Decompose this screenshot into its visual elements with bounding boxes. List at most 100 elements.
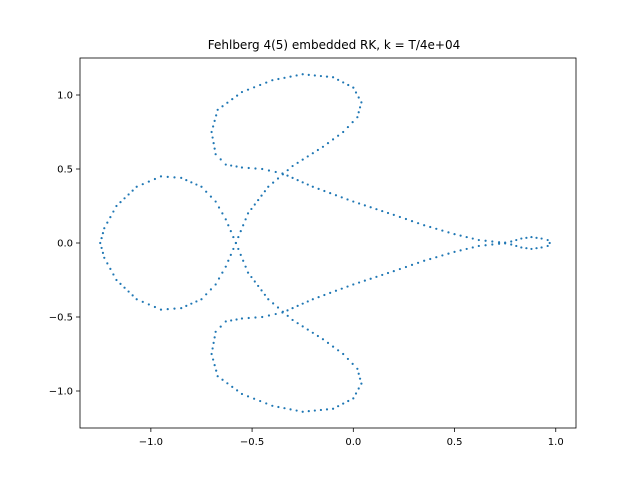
data-point	[471, 246, 474, 249]
data-point	[301, 410, 304, 413]
data-point	[153, 305, 157, 309]
data-point	[447, 252, 450, 255]
data-point	[103, 227, 106, 230]
data-point	[101, 251, 105, 254]
data-point	[286, 169, 289, 172]
data-point	[540, 237, 543, 240]
data-point	[306, 328, 309, 331]
data-point	[346, 125, 350, 129]
data-point	[337, 405, 340, 408]
data-point	[247, 166, 250, 170]
data-point	[135, 298, 138, 301]
data-point	[173, 307, 176, 310]
data-point	[326, 341, 330, 344]
data-point	[267, 169, 271, 172]
data-point	[213, 336, 216, 339]
data-point	[307, 73, 310, 76]
data-point	[357, 111, 360, 114]
data-point	[296, 161, 299, 164]
data-point	[253, 86, 256, 89]
data-point	[548, 241, 551, 245]
data-point	[301, 181, 304, 184]
data-point	[306, 300, 309, 303]
data-point	[296, 322, 299, 325]
data-point	[185, 179, 188, 182]
data-point	[510, 243, 513, 246]
data-point	[316, 148, 319, 152]
data-point	[546, 244, 549, 248]
data-point	[250, 275, 253, 279]
data-point	[525, 247, 528, 250]
data-point	[236, 94, 239, 97]
data-point	[153, 177, 157, 181]
data-point	[301, 73, 304, 76]
data-point	[147, 303, 150, 306]
data-point	[226, 101, 229, 104]
data-point	[231, 385, 234, 388]
data-point	[289, 408, 292, 411]
chart-title: Fehlberg 4(5) embedded RK, k = T/4e+04	[208, 38, 460, 52]
data-point	[205, 190, 208, 193]
x-tick-label: 0.5	[447, 437, 463, 448]
data-point	[342, 402, 345, 405]
data-point	[216, 108, 219, 111]
data-point	[281, 172, 284, 175]
data-point	[381, 273, 384, 277]
data-point	[386, 271, 390, 275]
data-point	[283, 407, 286, 410]
data-point	[211, 347, 214, 350]
data-point	[351, 121, 354, 124]
data-point	[227, 224, 230, 227]
data-point	[416, 222, 420, 225]
data-point	[195, 300, 198, 303]
data-point	[265, 402, 268, 405]
data-point	[242, 224, 245, 227]
data-point	[331, 76, 335, 79]
data-point	[331, 138, 335, 141]
data-point	[239, 253, 242, 256]
data-point	[267, 298, 270, 301]
data-point	[291, 318, 294, 322]
data-point	[221, 271, 224, 274]
data-point	[311, 331, 314, 334]
data-point	[352, 200, 355, 203]
data-point	[221, 378, 224, 381]
data-point	[166, 175, 169, 178]
data-point	[246, 88, 250, 91]
data-point	[398, 267, 401, 271]
data-point	[253, 203, 256, 206]
data-point	[253, 397, 256, 400]
data-point	[115, 278, 118, 282]
data-point	[340, 196, 343, 199]
data-point	[229, 253, 232, 256]
data-point	[180, 307, 183, 310]
data-point	[363, 279, 366, 282]
data-point	[141, 183, 144, 186]
data-point	[244, 218, 247, 221]
data-point	[484, 244, 487, 247]
data-point	[214, 153, 217, 156]
data-point	[540, 246, 543, 249]
data-point	[323, 293, 326, 297]
data-point	[209, 288, 213, 291]
data-point	[356, 367, 359, 370]
data-point	[351, 362, 354, 365]
data-point	[337, 134, 340, 137]
data-point	[392, 213, 395, 216]
data-point	[381, 209, 384, 213]
data-point	[530, 247, 533, 251]
data-point	[253, 280, 256, 283]
data-point	[465, 247, 468, 251]
data-point	[291, 307, 294, 310]
data-point	[410, 263, 414, 266]
data-point	[230, 164, 233, 167]
data-point	[147, 180, 150, 183]
data-point	[325, 408, 329, 411]
data-point	[342, 352, 345, 356]
data-point	[276, 306, 280, 309]
data-point	[491, 243, 494, 246]
data-point	[232, 247, 235, 251]
data-point	[369, 277, 372, 280]
data-point	[416, 261, 420, 264]
data-point	[127, 193, 130, 196]
